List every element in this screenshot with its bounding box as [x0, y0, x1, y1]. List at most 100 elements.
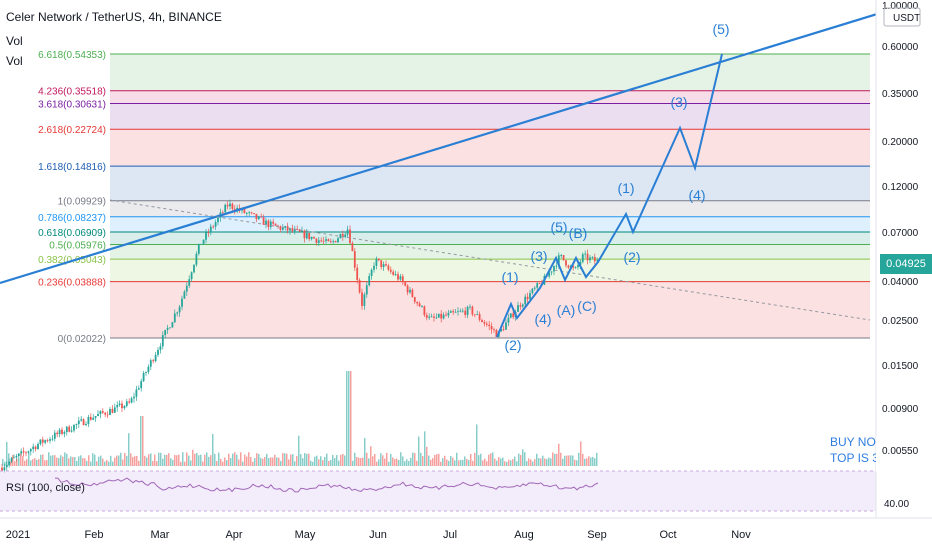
- volume-bar: [302, 458, 304, 466]
- candle-body: [63, 432, 66, 434]
- candle-body: [41, 439, 44, 443]
- volume-bar: [378, 459, 380, 466]
- fib-zone: [110, 216, 870, 232]
- volume-bar: [528, 458, 530, 466]
- volume-bar: [172, 459, 174, 466]
- volume-bar: [482, 460, 484, 466]
- volume-bar: [536, 453, 538, 466]
- candle-body: [560, 255, 563, 256]
- volume-bar: [506, 461, 508, 466]
- candle-body: [200, 243, 203, 245]
- price-tick-label: 0.02500: [882, 316, 919, 327]
- volume-bar: [476, 424, 478, 466]
- volume-bar: [98, 456, 100, 466]
- volume-bar: [242, 461, 244, 466]
- volume-bar: [274, 454, 276, 466]
- price-tick-label: 0.00900: [882, 404, 919, 415]
- volume-bar: [186, 452, 188, 466]
- volume-bar: [462, 459, 464, 466]
- candle-body: [500, 328, 503, 332]
- candle-body: [152, 360, 155, 362]
- annotation-mask: [876, 436, 932, 472]
- volume-bar: [332, 454, 334, 466]
- candle-body: [481, 319, 483, 322]
- candle-body: [313, 237, 315, 239]
- fib-level-label: 4.236(0.35518): [38, 87, 106, 98]
- candle-body: [265, 220, 267, 225]
- fib-zone: [110, 244, 870, 260]
- volume-bar: [144, 455, 146, 466]
- volume-bar: [2, 459, 4, 466]
- candle-body: [581, 254, 584, 262]
- candle-body: [430, 316, 433, 318]
- price-tick-label: 0.12000: [882, 182, 919, 193]
- candle-body: [121, 403, 123, 409]
- candle-body: [512, 313, 515, 318]
- volume-bar: [114, 457, 116, 466]
- candle-body: [99, 411, 102, 414]
- volume-bar: [130, 453, 132, 466]
- volume-bar: [232, 453, 234, 466]
- volume-bar: [382, 455, 384, 466]
- candle-body: [221, 212, 224, 214]
- volume-bar: [490, 453, 492, 466]
- volume-bar: [220, 458, 222, 466]
- candle-body: [428, 316, 431, 318]
- volume-bar: [76, 460, 78, 466]
- candle-body: [224, 204, 227, 213]
- candle-body: [214, 222, 217, 227]
- candle-body: [572, 265, 575, 268]
- volume-indicator-label-2[interactable]: Vol: [6, 54, 23, 68]
- volume-bar: [52, 455, 54, 466]
- volume-bar: [240, 452, 242, 466]
- price-tick-label: 0.04000: [882, 277, 919, 288]
- volume-bar: [296, 455, 298, 466]
- volume-bar: [572, 455, 574, 466]
- volume-indicator-label[interactable]: Vol: [6, 34, 23, 48]
- candle-body: [248, 212, 251, 214]
- candle-body: [325, 239, 327, 241]
- fib-zone: [110, 129, 870, 167]
- candle-body: [538, 283, 541, 284]
- candle-body: [188, 279, 191, 286]
- volume-bar: [282, 453, 284, 466]
- candle-body: [310, 237, 313, 240]
- volume-bar: [4, 461, 6, 466]
- volume-bar: [538, 458, 540, 466]
- volume-bar: [574, 459, 576, 466]
- volume-bar: [178, 454, 180, 466]
- volume-bar: [56, 457, 58, 466]
- volume-bar: [534, 459, 536, 466]
- volume-bar: [248, 452, 250, 466]
- candle-body: [212, 226, 215, 228]
- volume-bar: [404, 461, 406, 466]
- volume-bar: [124, 453, 126, 466]
- wave-label: (3): [670, 94, 687, 110]
- volume-bar: [346, 371, 348, 466]
- volume-bar: [174, 454, 176, 466]
- volume-bar: [342, 453, 344, 466]
- volume-bar: [446, 459, 448, 466]
- volume-bar: [206, 452, 208, 466]
- candle-body: [445, 314, 447, 316]
- candle-body: [87, 416, 90, 424]
- volume-bar: [408, 460, 410, 466]
- volume-bar: [126, 455, 128, 466]
- volume-bar: [142, 416, 144, 466]
- candle-body: [205, 232, 207, 240]
- candle-body: [286, 226, 289, 231]
- volume-bar: [66, 453, 68, 466]
- candle-body: [416, 301, 419, 304]
- candle-body: [147, 366, 150, 373]
- volume-bar: [8, 453, 10, 466]
- time-tick-label: 2021: [6, 529, 30, 541]
- volume-bar: [82, 458, 84, 466]
- candle-body: [257, 216, 260, 220]
- volume-bar: [48, 452, 50, 466]
- volume-bar: [6, 441, 8, 466]
- symbol-title[interactable]: Celer Network / TetherUS, 4h, BINANCE: [6, 10, 222, 24]
- time-tick-label: Feb: [85, 529, 104, 541]
- volume-bar: [576, 460, 578, 466]
- wave-label: (1): [617, 180, 634, 196]
